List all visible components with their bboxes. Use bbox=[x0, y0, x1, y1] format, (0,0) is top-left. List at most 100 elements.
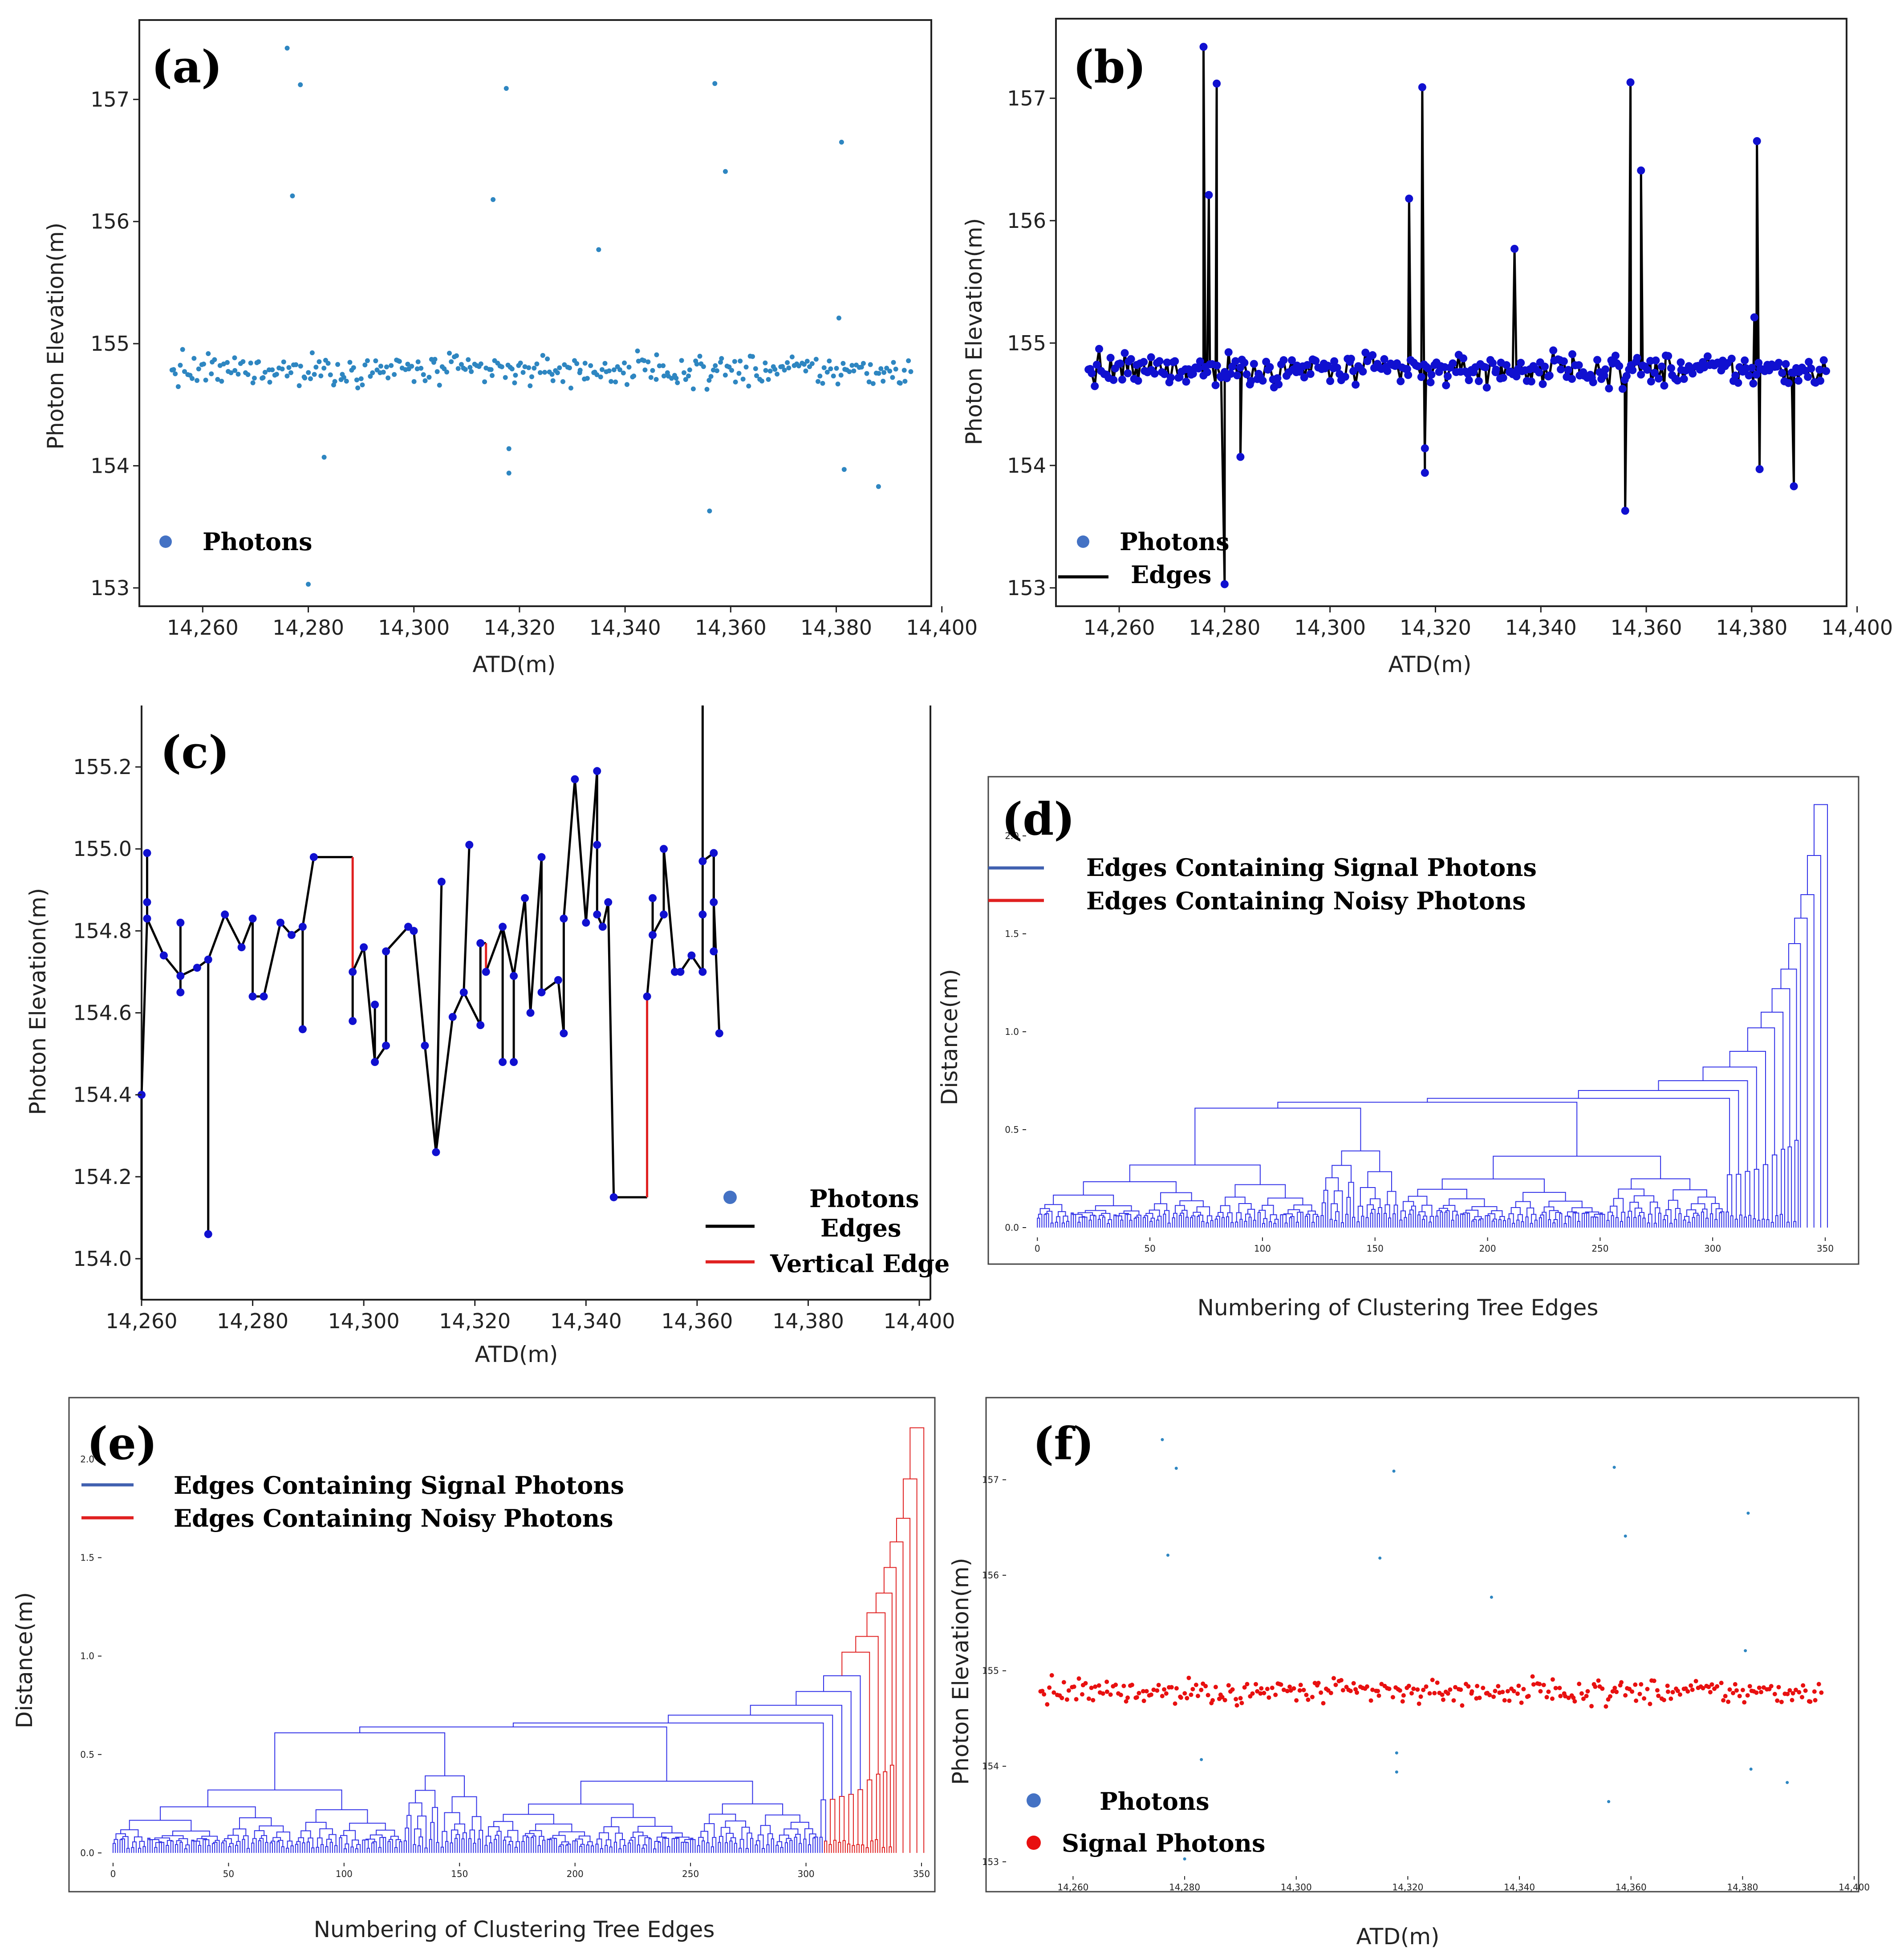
x-tick-label: 250 bbox=[682, 1869, 699, 1879]
dendrogram-link bbox=[833, 1840, 837, 1853]
signal-photon-point bbox=[1096, 1683, 1101, 1688]
photon-point bbox=[206, 351, 211, 356]
dendrogram-link bbox=[637, 1826, 673, 1833]
signal-photon-point bbox=[1655, 1688, 1660, 1693]
dendrogram-link bbox=[591, 1845, 594, 1853]
dendrogram-link bbox=[1757, 1220, 1761, 1228]
dendrogram-link bbox=[235, 1845, 239, 1853]
dendrogram-link bbox=[414, 1828, 422, 1845]
photon-point bbox=[609, 379, 614, 384]
dendrogram-link bbox=[1600, 1212, 1603, 1228]
x-tick-label: 14,260 bbox=[106, 1309, 178, 1333]
dendrogram-link bbox=[1452, 1211, 1458, 1220]
dendrogram-link bbox=[369, 1834, 383, 1839]
y-tick-label: 155 bbox=[1007, 331, 1046, 355]
dendrogram-link bbox=[290, 1845, 294, 1853]
dendrogram-link bbox=[1705, 1217, 1709, 1228]
photon-point bbox=[321, 365, 327, 371]
dendrogram-link bbox=[417, 1845, 421, 1853]
x-tick-label: 0 bbox=[1035, 1243, 1040, 1254]
dendrogram-link bbox=[1696, 1215, 1700, 1228]
photon-point bbox=[1815, 365, 1824, 374]
photon-point bbox=[1380, 355, 1388, 363]
dendrogram-link bbox=[425, 1775, 465, 1797]
photon-point bbox=[355, 385, 361, 391]
dendrogram-link bbox=[1129, 1220, 1133, 1228]
photon-point bbox=[1194, 364, 1203, 373]
axes: 14,260 14,280 14,300 14,320 14,340 14,360 14,3… bbox=[90, 87, 978, 640]
signal-photon-point bbox=[1757, 1685, 1762, 1690]
dendrogram-link bbox=[1606, 1220, 1610, 1228]
photon-point bbox=[499, 364, 504, 369]
signal-photon-point bbox=[1190, 1686, 1195, 1691]
photon-point bbox=[1465, 376, 1473, 385]
photon-point bbox=[1559, 357, 1568, 365]
photon-point bbox=[669, 376, 674, 381]
x-axis-label: Numbering of Clustering Tree Edges bbox=[314, 1917, 715, 1942]
y-tick-label: 0.0 bbox=[1005, 1222, 1019, 1233]
dendrogram-link bbox=[808, 1844, 811, 1853]
photon-point bbox=[447, 351, 452, 356]
panel-label-c: (c) bbox=[160, 726, 230, 778]
signal-photon-point bbox=[1406, 1683, 1411, 1688]
dendrogram-link bbox=[1638, 1215, 1641, 1228]
photon-point bbox=[176, 972, 185, 980]
signal-photon-point bbox=[1715, 1684, 1720, 1689]
photon-point bbox=[701, 364, 706, 369]
signal-photon-point bbox=[1785, 1691, 1790, 1696]
y-axis-label: Distance(m) bbox=[937, 969, 962, 1105]
photon-point bbox=[1203, 368, 1211, 377]
dendrogram-link bbox=[1238, 1203, 1252, 1213]
signal-photon-point bbox=[1435, 1680, 1440, 1685]
dendrogram-link bbox=[1191, 1215, 1196, 1228]
dendrogram-link bbox=[440, 1846, 444, 1853]
dendrogram-link bbox=[1083, 1181, 1177, 1196]
signal-photon-point bbox=[1511, 1689, 1516, 1694]
dendrogram-link bbox=[471, 1816, 482, 1831]
x-tick-label: 150 bbox=[451, 1869, 468, 1879]
signal-photon-point bbox=[1633, 1682, 1638, 1687]
photon-point bbox=[274, 372, 279, 377]
photon-point bbox=[405, 361, 410, 367]
signal-photon-point bbox=[1072, 1684, 1076, 1689]
photon-point bbox=[248, 914, 257, 923]
signal-photon-point bbox=[1775, 1698, 1780, 1703]
photon-point bbox=[1612, 1466, 1616, 1469]
signal-photon-point bbox=[1787, 1688, 1792, 1693]
dendrogram-link bbox=[1440, 1211, 1443, 1228]
dendrogram-link bbox=[1290, 1216, 1295, 1228]
signal-photon-point bbox=[1255, 1689, 1260, 1694]
signal-photon-point bbox=[1238, 1696, 1243, 1701]
dendrogram-link bbox=[196, 1838, 207, 1841]
signal-photon-point bbox=[1306, 1697, 1311, 1702]
photon-point bbox=[1352, 381, 1360, 389]
photon-point bbox=[426, 375, 432, 380]
dendrogram-link bbox=[1591, 1216, 1594, 1228]
photon-point bbox=[838, 373, 844, 378]
dendrogram-link bbox=[1163, 1213, 1166, 1228]
dendrogram-link bbox=[493, 1821, 513, 1831]
dendrogram-link bbox=[1088, 1220, 1092, 1228]
photon-point bbox=[714, 368, 719, 373]
y-axis-label: Photon Elevation(m) bbox=[948, 1558, 974, 1785]
edge bbox=[423, 1045, 437, 1152]
photon-point bbox=[675, 380, 680, 385]
signal-photon-point bbox=[1083, 1681, 1088, 1686]
dendrogram-link bbox=[779, 1834, 789, 1842]
dendrogram-link bbox=[1149, 1220, 1153, 1228]
photon-point bbox=[710, 898, 718, 906]
y-axis-label: Photon Elevation(m) bbox=[43, 223, 69, 450]
photon-point bbox=[1535, 368, 1543, 377]
dendrogram-link bbox=[730, 1837, 736, 1844]
dendrogram-link bbox=[681, 1841, 684, 1853]
dendrogram-link bbox=[1108, 1219, 1112, 1228]
dendrogram-link bbox=[1172, 1217, 1175, 1228]
signal-photon-point bbox=[1593, 1684, 1598, 1689]
photon-point bbox=[478, 361, 483, 367]
photon-point bbox=[893, 366, 898, 372]
dendrogram-link bbox=[706, 1842, 710, 1853]
signal-photon-point bbox=[1060, 1695, 1064, 1700]
photon-point bbox=[1392, 1469, 1396, 1473]
edge bbox=[463, 992, 482, 1026]
x-tick-label: 14,260 bbox=[1084, 616, 1155, 640]
